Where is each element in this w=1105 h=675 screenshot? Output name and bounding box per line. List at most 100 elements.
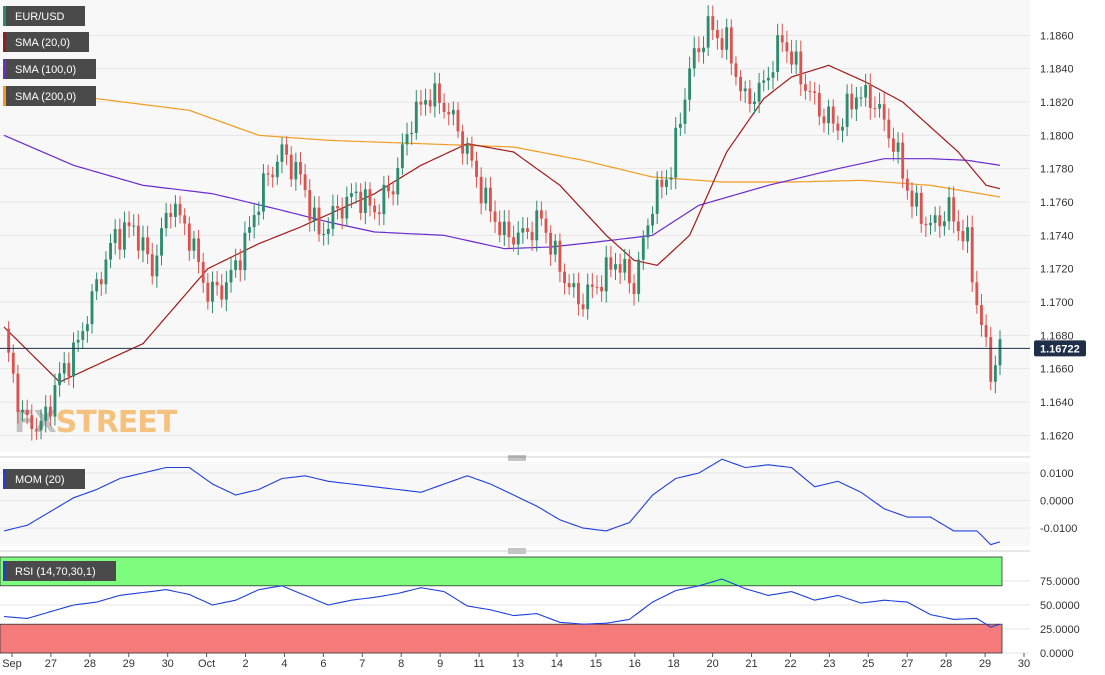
candle-body (391, 191, 395, 195)
candle-body (956, 221, 960, 232)
date-tick-label: 18 (668, 658, 680, 670)
candle-body (836, 123, 840, 131)
candle-body (766, 77, 770, 81)
candle-body (864, 85, 868, 98)
candle-body (150, 254, 154, 277)
candle-body (488, 187, 492, 212)
splitter-handle-2[interactable] (508, 548, 526, 554)
date-tick-label: 23 (823, 658, 835, 670)
mom-grid (0, 472, 1030, 529)
candle-body (461, 131, 465, 154)
candle-body (206, 282, 210, 302)
date-tick-label: 6 (320, 658, 326, 670)
splitter-handle-1[interactable] (508, 455, 526, 461)
y-tick-label: 0.0000 (1040, 648, 1074, 660)
candle-body (762, 80, 766, 83)
candle-body (146, 237, 150, 255)
candle-body (706, 16, 710, 48)
candle-body (317, 207, 321, 235)
candle-body (289, 154, 293, 180)
legend-badge-sma20[interactable]: SMA (20,0) (3, 32, 89, 52)
candle-body (771, 72, 775, 78)
date-tick-label: 16 (629, 658, 641, 670)
y-tick-label: 1.1820 (1040, 97, 1074, 109)
candle-body (113, 229, 117, 243)
candle-body (952, 197, 956, 222)
candle-body (109, 242, 112, 260)
candle-body (711, 16, 715, 31)
candle-body (859, 97, 863, 99)
y-tick-label: 1.1760 (1040, 197, 1074, 209)
legend-swatch-eurusd (3, 6, 6, 26)
candle-body (211, 281, 214, 302)
candle-body (21, 409, 24, 413)
candle-body (456, 109, 460, 132)
legend-swatch-sma100 (3, 59, 6, 79)
candle-body (905, 178, 909, 191)
rsi-y-axis: 75.0000 50.0000 25.0000 0.0000 (1040, 576, 1080, 660)
candle-body (822, 116, 826, 124)
legend-badge-sma200[interactable]: SMA (200,0) (3, 86, 96, 106)
candle-body (910, 190, 914, 207)
candle-body (312, 207, 316, 221)
candle-body (95, 279, 99, 292)
candle-body (243, 232, 247, 271)
candle-body (197, 238, 200, 262)
candle-body (919, 192, 923, 224)
last-price-tag (1034, 340, 1086, 357)
candle-body (753, 101, 756, 104)
candle-body (780, 35, 784, 43)
candle-body (553, 240, 557, 255)
candle-body (850, 93, 854, 110)
candle-body (609, 257, 613, 270)
candle-body (785, 42, 789, 52)
candle-body (715, 30, 719, 39)
candle-body (776, 35, 780, 73)
legend-badge-eurusd[interactable]: EUR/USD (3, 6, 85, 26)
legend-label-mom: MOM (20) (15, 474, 65, 486)
candle-body (447, 111, 451, 115)
date-tick-label: 28 (84, 658, 96, 670)
date-tick-label: 4 (281, 658, 287, 670)
date-tick-label: 21 (745, 658, 757, 670)
candle-body (257, 211, 261, 215)
candle-body (192, 238, 196, 251)
candle-body (299, 162, 302, 175)
candle-body (651, 213, 654, 226)
candle-body (354, 191, 358, 194)
y-tick-label: 1.1720 (1040, 264, 1074, 276)
candle-body (868, 85, 872, 108)
candle-body (947, 197, 951, 222)
y-tick-label: 0.0000 (1040, 496, 1074, 508)
candle-body (697, 48, 701, 53)
candle-body (878, 104, 881, 109)
candle-body (368, 189, 372, 206)
legend-badge-sma100[interactable]: SMA (100,0) (3, 59, 96, 79)
candle-body (984, 325, 988, 338)
date-tick-label: 27 (45, 658, 57, 670)
legend-swatch-rsi (3, 561, 6, 581)
candle-body (229, 269, 233, 283)
candle-body (734, 63, 738, 77)
candle-body (479, 176, 483, 204)
date-tick-label: 7 (359, 658, 365, 670)
candle-body (901, 142, 905, 179)
candle-body (99, 279, 103, 285)
candle-body (502, 221, 506, 236)
candle-body (632, 283, 636, 295)
candle-body (813, 91, 817, 93)
date-tick-label: 28 (940, 658, 952, 670)
legend-badge-rsi[interactable]: RSI (14,70,30,1) (3, 561, 116, 581)
candle-body (67, 363, 71, 377)
date-tick-label: 14 (551, 658, 563, 670)
candle-body (725, 27, 729, 50)
y-tick-label: 75.0000 (1040, 576, 1080, 588)
candle-body (424, 100, 427, 105)
candle-body (924, 223, 928, 226)
candle-body (220, 285, 224, 300)
candle-body (48, 406, 52, 417)
legend-badge-mom[interactable]: MOM (20) (3, 469, 85, 489)
candle-body (938, 215, 942, 227)
candle-body (655, 179, 659, 214)
